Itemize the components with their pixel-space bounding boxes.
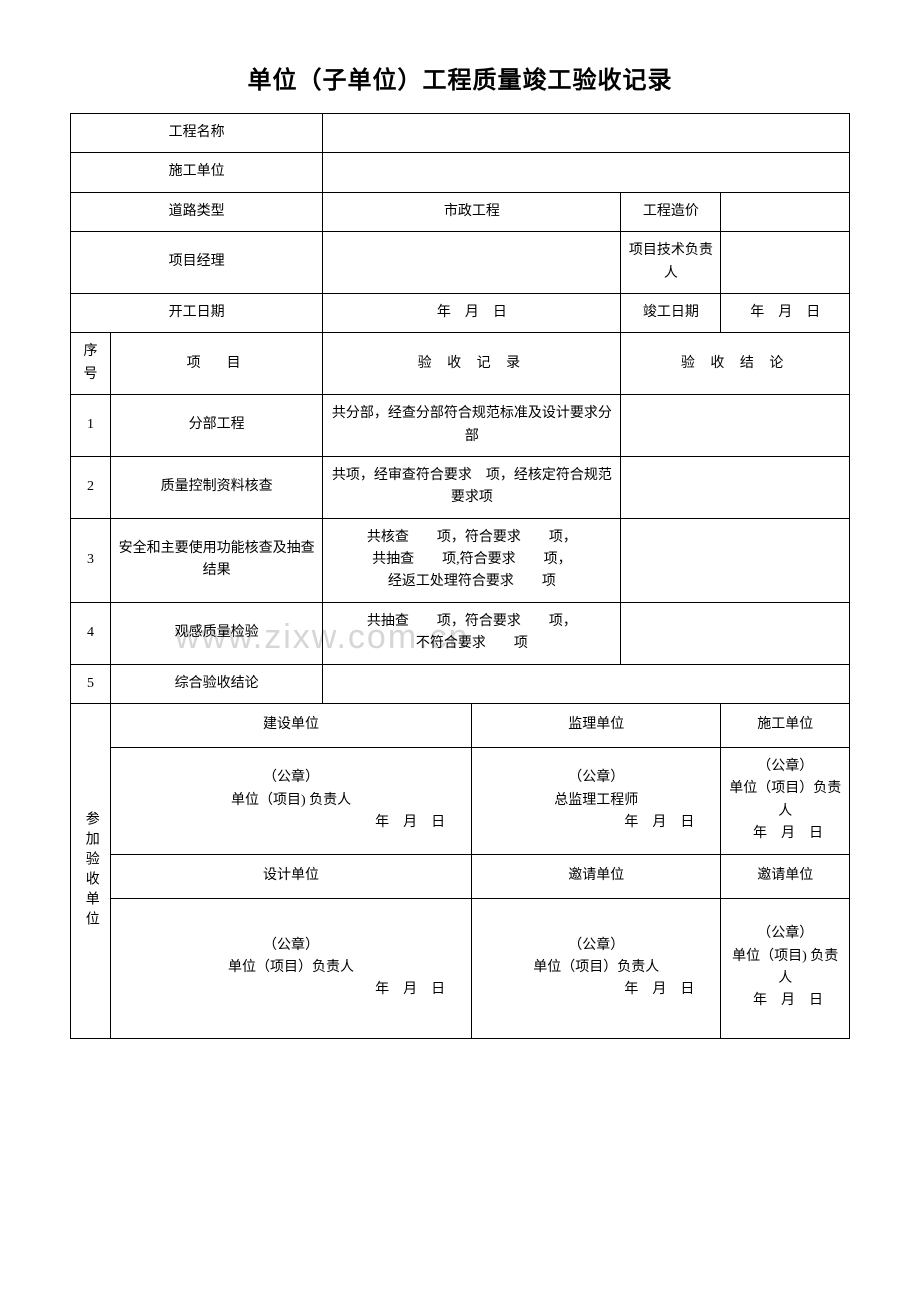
sig-date: 年 月 日 [117,979,465,1001]
record-line: 共抽查 项,符合要求 项， [372,552,572,567]
row-participants-header-bottom: 设计单位 邀请单位 邀请单位 [71,854,850,898]
project-cost-value [721,192,850,231]
org-label: 邀请单位 [721,854,850,898]
table-row: 4 观感质量检验 共抽查 项，符合要求 项， 不符合要求 项 [71,602,850,664]
tech-lead-value [721,232,850,294]
table-row: 3 安全和主要使用功能核查及抽查结果 共核查 项，符合要求 项， 共抽查 项,符… [71,518,850,602]
seq-cell: 3 [71,518,111,602]
record-line: 经返工处理符合要求 项 [388,574,556,589]
record-cell [323,664,850,703]
seq-cell: 5 [71,664,111,703]
page-title: 单位（子单位）工程质量竣工验收记录 [70,60,850,95]
pm-label: 项目经理 [71,232,323,294]
seal-text: （公章） [727,756,843,778]
signature-block: （公章） 单位（项目）负责人 年 月 日 [472,898,721,1038]
record-cell: 共分部，经查分部符合规范标准及设计要求分部 [323,395,621,457]
person-text: 单位（项目) 负责人 [117,790,465,812]
seal-text: （公章） [117,767,465,789]
col-conclusion: 验 收 结 论 [621,333,850,395]
col-seq: 序号 [71,333,111,395]
row-participants-header-top: 参加验收单位 建设单位 监理单位 施工单位 [71,704,850,748]
seq-cell: 1 [71,395,111,457]
table-row: 2 质量控制资料核查 共项，经审查符合要求 项，经核定符合规范要求项 [71,456,850,518]
person-text: 单位（项目）负责人 [727,778,843,823]
contractor-label: 施工单位 [71,153,323,192]
seq-cell: 2 [71,456,111,518]
row-dates: 开工日期 年 月 日 竣工日期 年 月 日 [71,293,850,332]
org-label: 监理单位 [472,704,721,748]
signature-block: （公章） 单位（项目) 负责人 年 月 日 [111,748,472,855]
row-pm: 项目经理 项目技术负责人 [71,232,850,294]
road-type-value: 市政工程 [323,192,621,231]
sig-date: 年 月 日 [727,990,843,1012]
record-cell: 共抽查 项，符合要求 项， 不符合要求 项 [323,602,621,664]
signature-block: （公章） 单位（项目）负责人 年 月 日 [111,898,472,1038]
item-cell: 质量控制资料核查 [111,456,323,518]
org-label: 邀请单位 [472,854,721,898]
record-line: 不符合要求 项 [416,636,528,651]
conclusion-cell [621,395,850,457]
acceptance-form-table: 工程名称 施工单位 道路类型 市政工程 工程造价 项目经理 项目技术负责人 开工… [70,113,850,1039]
end-date-label: 竣工日期 [621,293,721,332]
project-name-label: 工程名称 [71,114,323,153]
item-cell: 综合验收结论 [111,664,323,703]
seal-text: （公章） [478,935,714,957]
record-cell: 共项，经审查符合要求 项，经核定符合规范要求项 [323,456,621,518]
project-cost-label: 工程造价 [621,192,721,231]
start-date-value: 年 月 日 [323,293,621,332]
seq-cell: 4 [71,602,111,664]
row-participants-sig-top: （公章） 单位（项目) 负责人 年 月 日 （公章） 总监理工程师 年 月 日 … [71,748,850,855]
item-cell: 观感质量检验 [111,602,323,664]
row-contractor: 施工单位 [71,153,850,192]
org-label: 施工单位 [721,704,850,748]
seal-text: （公章） [117,935,465,957]
person-text: 总监理工程师 [478,790,714,812]
table-row: 5 综合验收结论 [71,664,850,703]
record-line: 共核查 项，符合要求 项， [367,530,577,545]
sig-date: 年 月 日 [478,812,714,834]
signature-block: （公章） 单位（项目）负责人 年 月 日 [721,748,850,855]
conclusion-cell [621,518,850,602]
signature-block: （公章） 总监理工程师 年 月 日 [472,748,721,855]
table-row: 1 分部工程 共分部，经查分部符合规范标准及设计要求分部 [71,395,850,457]
start-date-label: 开工日期 [71,293,323,332]
signature-block: （公章） 单位（项目) 负责人 年 月 日 [721,898,850,1038]
end-date-value: 年 月 日 [721,293,850,332]
conclusion-cell [621,602,850,664]
col-record: 验 收 记 录 [323,333,621,395]
record-cell: 共核查 项，符合要求 项， 共抽查 项,符合要求 项， 经返工处理符合要求 项 [323,518,621,602]
row-participants-sig-bottom: （公章） 单位（项目）负责人 年 月 日 （公章） 单位（项目）负责人 年 月 … [71,898,850,1038]
person-text: 单位（项目）负责人 [117,957,465,979]
project-name-value [323,114,850,153]
org-label: 设计单位 [111,854,472,898]
sig-date: 年 月 日 [478,979,714,1001]
road-type-label: 道路类型 [71,192,323,231]
sig-date: 年 月 日 [727,823,843,845]
item-cell: 安全和主要使用功能核查及抽查结果 [111,518,323,602]
seal-text: （公章） [727,923,843,945]
contractor-value [323,153,850,192]
row-project-name: 工程名称 [71,114,850,153]
person-text: 单位（项目）负责人 [478,957,714,979]
record-line: 共抽查 项，符合要求 项， [367,614,577,629]
row-road-type: 道路类型 市政工程 工程造价 [71,192,850,231]
pm-value [323,232,621,294]
row-column-headers: 序号 项 目 验 收 记 录 验 收 结 论 [71,333,850,395]
org-label: 建设单位 [111,704,472,748]
conclusion-cell [621,456,850,518]
person-text: 单位（项目) 负责人 [727,946,843,991]
item-cell: 分部工程 [111,395,323,457]
participants-section-label: 参加验收单位 [71,704,111,1039]
sig-date: 年 月 日 [117,812,465,834]
col-item: 项 目 [111,333,323,395]
seal-text: （公章） [478,767,714,789]
tech-lead-label: 项目技术负责人 [621,232,721,294]
